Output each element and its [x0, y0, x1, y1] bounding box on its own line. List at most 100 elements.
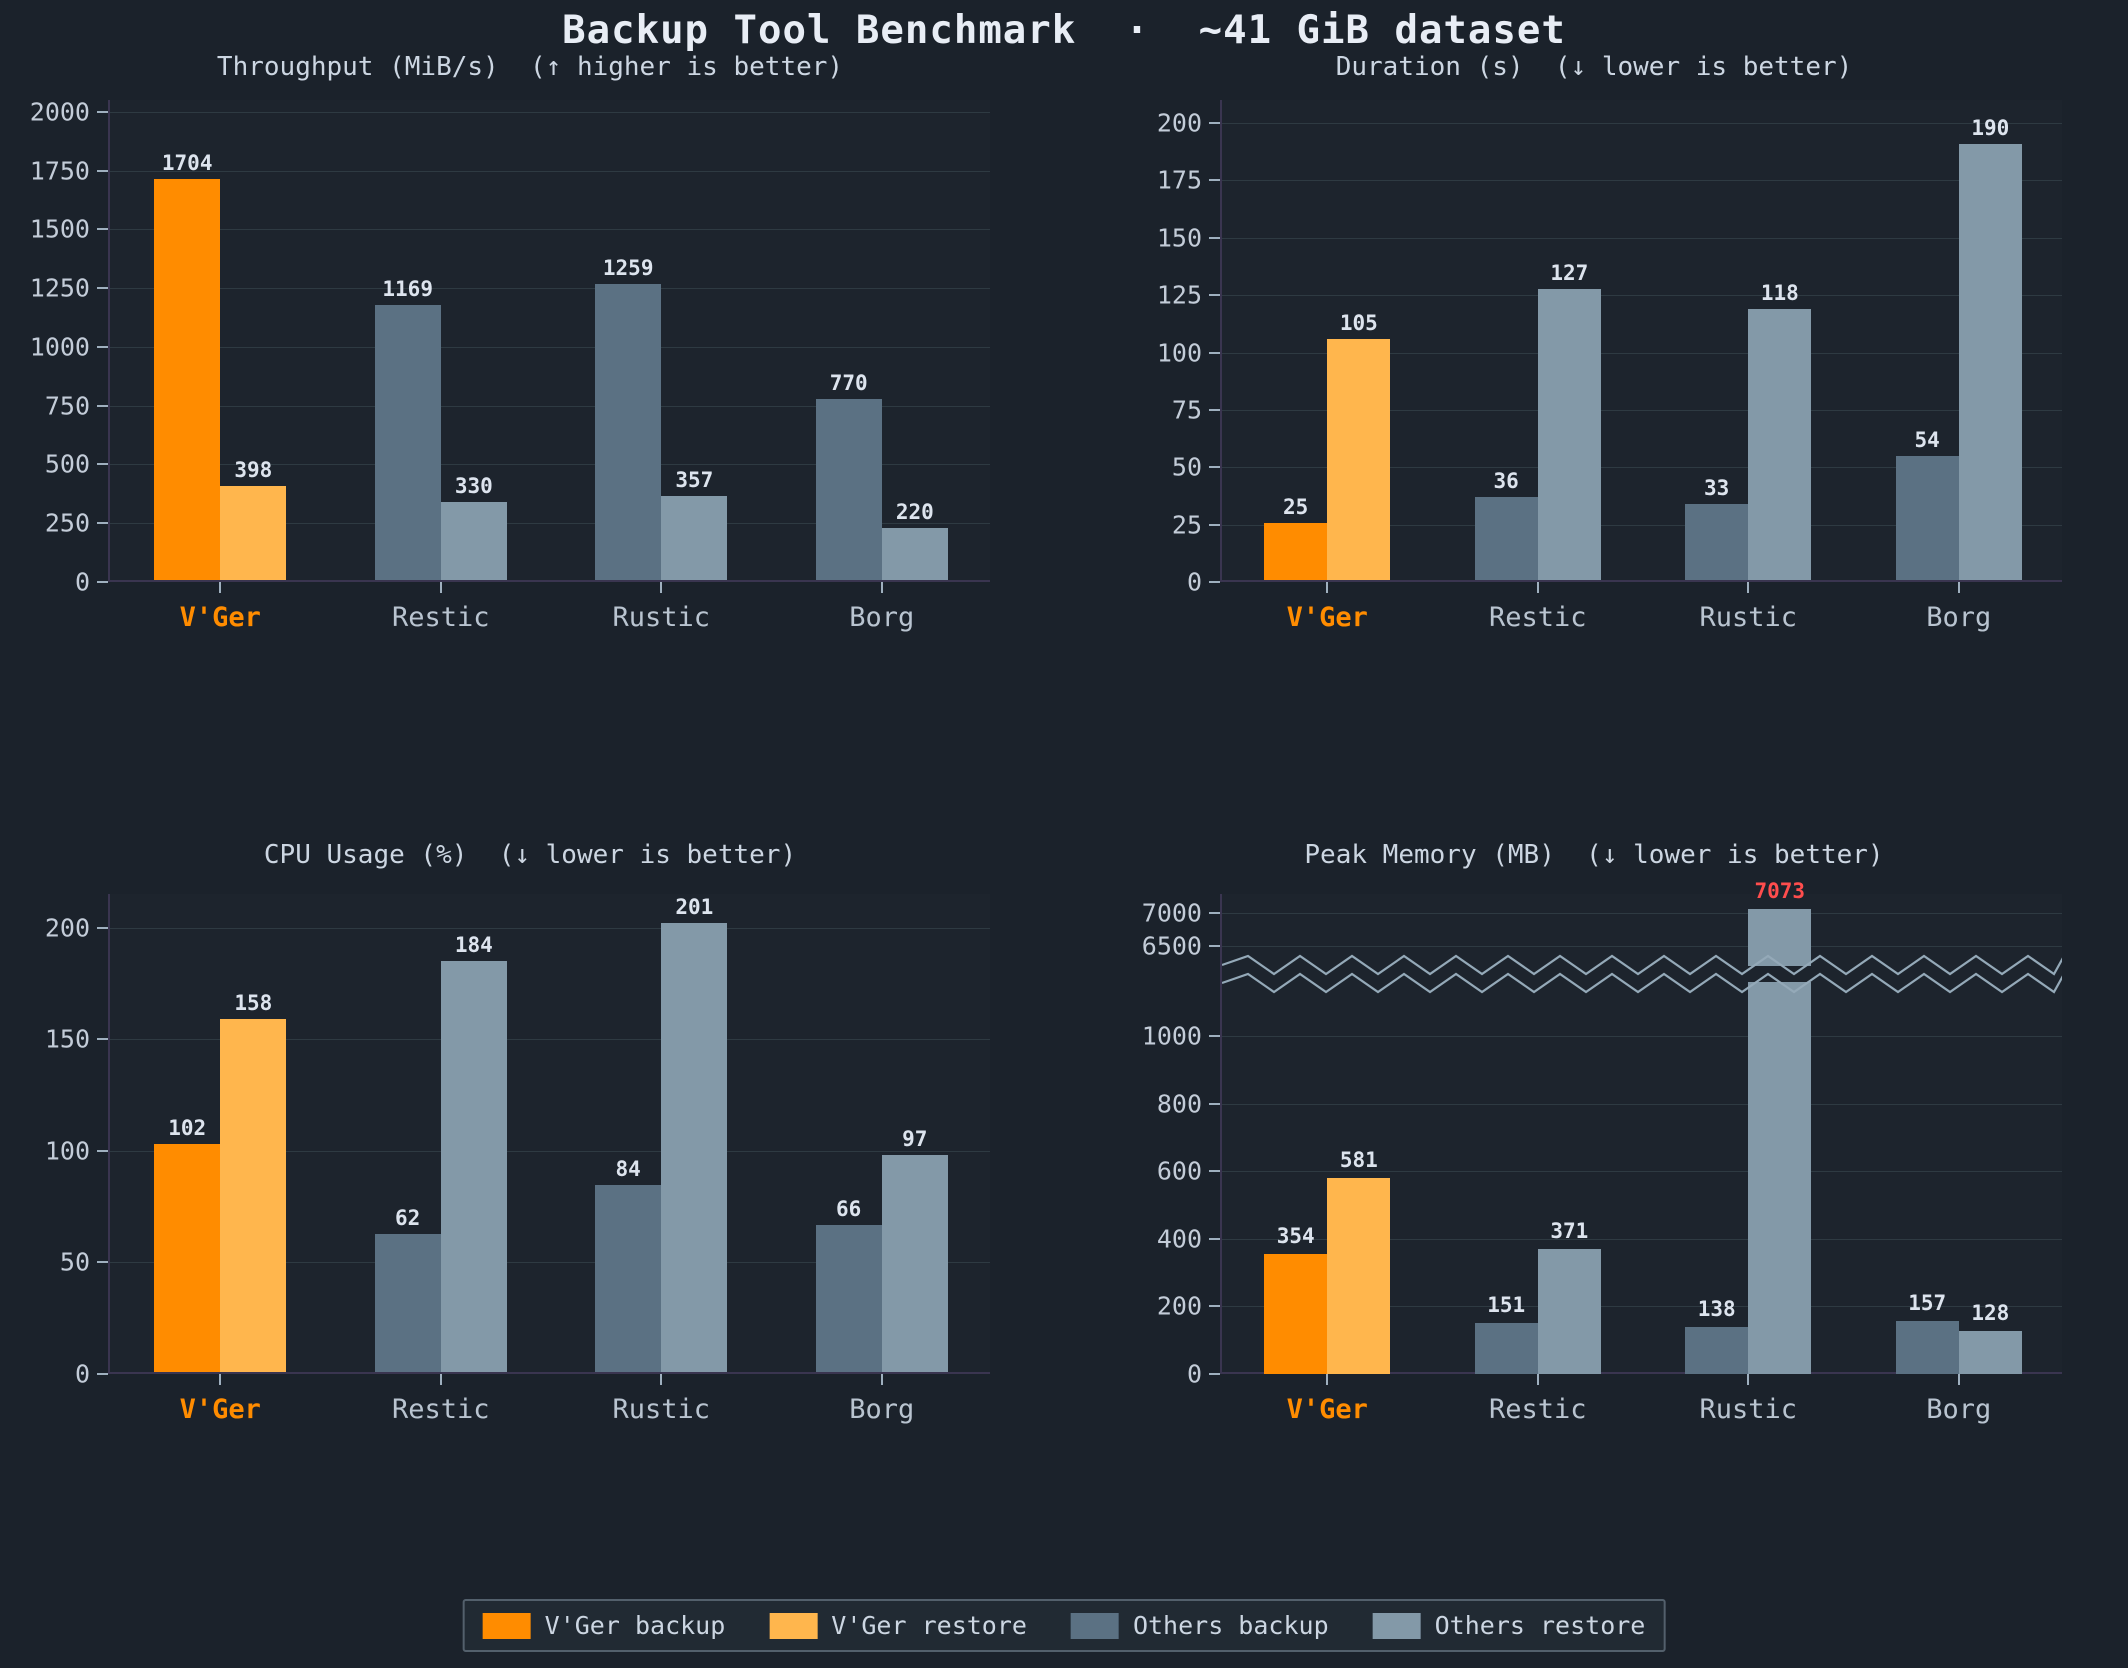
bar-value-label: 84 [615, 1156, 641, 1181]
bar-others-backup[interactable] [1685, 504, 1749, 580]
gridline [1222, 945, 2062, 947]
y-tick-mark [97, 1149, 108, 1152]
bar-others-restore[interactable] [881, 528, 948, 580]
y-tick-mark [1209, 122, 1220, 124]
x-tick-mark [660, 582, 663, 593]
x-tick-mark [1957, 582, 1960, 593]
bar-others-restore[interactable] [440, 502, 507, 580]
legend-item-others-backup[interactable]: Others backup [1070, 1611, 1329, 1640]
panel-title-throughput: Throughput (MiB/s) (↑ higher is better) [216, 52, 844, 82]
y-tick-label: 0 [74, 1359, 90, 1389]
legend-swatch-others-backup [1070, 1612, 1119, 1639]
bar-others-restore[interactable] [1958, 1330, 2022, 1374]
plot-area-throughput: 0 250 500 750 1000 1250 1500 1750 2000 1704 398 V'G… [30, 97, 990, 633]
bar-others-backup[interactable] [1685, 1327, 1749, 1374]
gridline [1222, 913, 2062, 915]
gridline [110, 111, 990, 113]
x-tick-mark [1747, 582, 1750, 593]
y-tick-label: 150 [44, 1024, 90, 1054]
bar-value-label: 1259 [602, 256, 654, 280]
bar-value-label: 357 [675, 468, 714, 493]
bar-vger-restore[interactable] [220, 486, 287, 580]
y-tick-label: 500 [44, 449, 90, 479]
bar-others-restore[interactable] [661, 496, 728, 580]
gridline [1222, 1171, 2062, 1173]
y-tick-mark [97, 581, 108, 583]
bar-value-label: 118 [1760, 281, 1799, 306]
y-tick-mark [1209, 1237, 1220, 1240]
figure-title: Backup Tool Benchmark · ~41 GiB dataset [562, 8, 1566, 53]
bar-vger-backup[interactable] [154, 179, 221, 580]
bar-others-backup[interactable] [815, 399, 882, 580]
bar-vger-backup[interactable] [154, 1144, 221, 1372]
bar-others-backup[interactable] [1895, 456, 1959, 580]
bar-value-label: 127 [1550, 260, 1589, 285]
bar-others-restore[interactable] [1748, 908, 1812, 1374]
bar-value-label: 105 [1339, 311, 1378, 335]
legend-swatch-vger-backup [482, 1612, 531, 1639]
x-tick-label-vger: V'Ger [1286, 1394, 1368, 1425]
x-tick-mark [219, 582, 222, 593]
bar-value-label: 354 [1276, 1224, 1315, 1249]
bar-value-label: 371 [1550, 1218, 1589, 1243]
y-tick-mark [1209, 581, 1220, 583]
y-tick-mark [97, 1038, 108, 1041]
gridline [1222, 237, 2062, 239]
bar-others-backup[interactable] [1895, 1320, 1959, 1374]
y-tick-label: 0 [1186, 567, 1202, 597]
bar-value-label: 158 [234, 991, 273, 1016]
x-tick-mark [1747, 1374, 1750, 1385]
bar-others-restore[interactable] [661, 923, 728, 1372]
bar-vger-restore[interactable] [1327, 339, 1391, 580]
bar-value-label: 1704 [161, 151, 213, 176]
y-tick-label: 175 [1156, 165, 1202, 195]
legend-item-vger-backup[interactable]: V'Ger backup [482, 1611, 725, 1640]
legend-item-others-restore[interactable]: Others restore [1372, 1611, 1645, 1640]
gridline [1222, 180, 2062, 182]
gridline [110, 170, 990, 172]
gridline [110, 346, 990, 348]
bar-vger-restore[interactable] [220, 1019, 287, 1372]
bar-others-restore[interactable] [1748, 309, 1812, 580]
gridline [110, 229, 990, 231]
gridline [110, 288, 990, 290]
bar-others-backup[interactable] [1474, 497, 1538, 580]
gridline [110, 1262, 990, 1264]
bar-vger-backup[interactable] [1264, 522, 1328, 580]
bar-others-backup[interactable] [374, 305, 441, 580]
y-tick-mark [1209, 294, 1220, 297]
gridline [110, 405, 990, 407]
bar-others-backup[interactable] [595, 284, 662, 580]
x-tick-label-rustic: Rustic [1699, 1394, 1798, 1425]
x-tick-label-rustic: Rustic [612, 602, 711, 633]
bar-others-restore[interactable] [1537, 288, 1601, 580]
bar-vger-backup[interactable] [1264, 1254, 1328, 1374]
y-tick-mark [1209, 408, 1220, 411]
y-tick-label: 100 [1156, 338, 1202, 367]
x-tick-label-restic: Restic [1489, 602, 1587, 633]
bar-others-backup[interactable] [374, 1233, 441, 1372]
bar-others-restore[interactable] [1958, 143, 2022, 580]
y-tick-label: 50 [1171, 452, 1202, 482]
y-tick-mark [97, 522, 108, 525]
bar-others-backup[interactable] [1474, 1322, 1538, 1374]
bar-vger-restore[interactable] [1327, 1177, 1391, 1374]
bar-others-restore[interactable] [440, 961, 507, 1372]
y-tick-label: 400 [1156, 1224, 1202, 1254]
y-tick-mark [1209, 912, 1220, 915]
gridline [1222, 295, 2062, 297]
plot-area-duration: 0 25 50 75 100 125 150 175 200 25 105 V'Ger 36 127 Res… [1157, 100, 2062, 633]
x-tick-mark [1536, 1374, 1539, 1385]
bar-others-restore[interactable] [881, 1155, 948, 1372]
x-tick-label-rustic: Rustic [612, 1394, 711, 1425]
legend-item-vger-restore[interactable]: V'Ger restore [769, 1611, 1027, 1640]
gridline [1222, 1035, 2062, 1037]
bar-others-restore[interactable] [1537, 1248, 1601, 1374]
bar-others-backup[interactable] [595, 1184, 662, 1372]
legend-label-vger-restore: V'Ger restore [831, 1611, 1027, 1640]
x-tick-label-restic: Restic [392, 602, 490, 633]
bar-others-backup[interactable] [815, 1224, 882, 1372]
bar-value-label: 398 [234, 458, 273, 483]
bar-value-label: 157 [1908, 1290, 1947, 1315]
y-tick-label: 0 [74, 567, 90, 597]
